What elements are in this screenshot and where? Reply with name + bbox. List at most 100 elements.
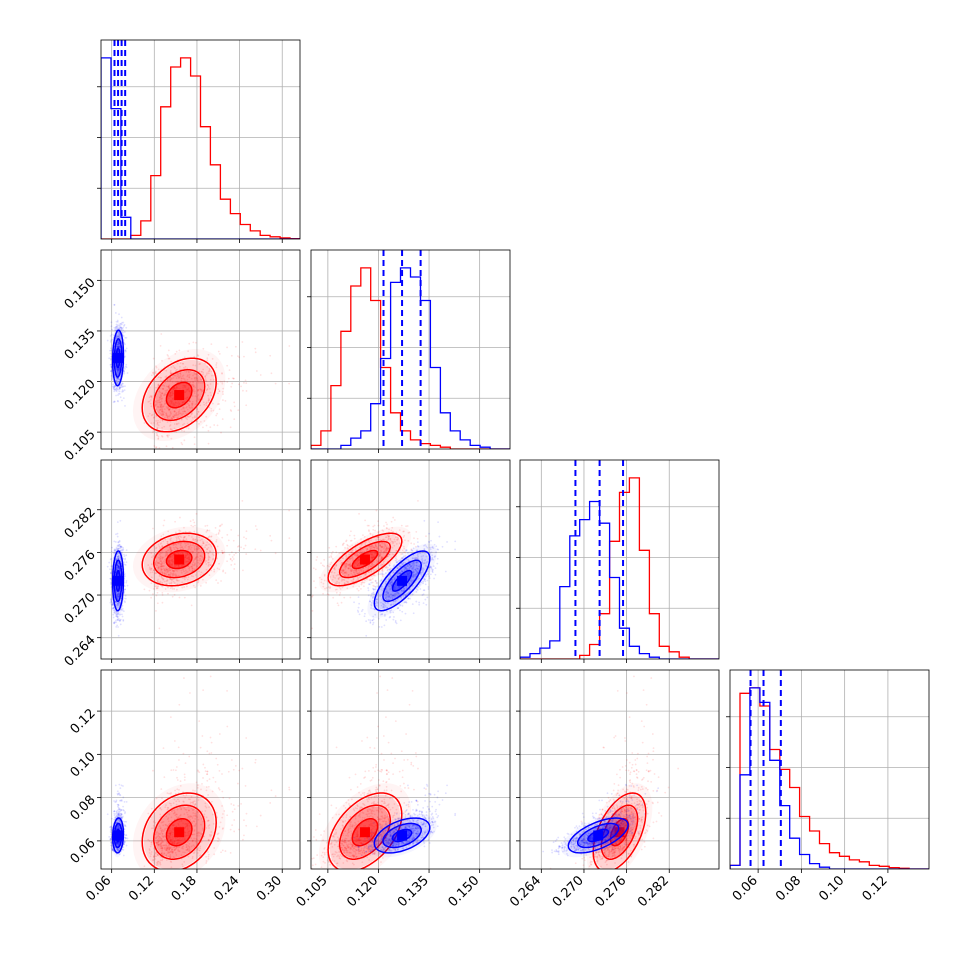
scatter-point — [193, 530, 196, 533]
scatter-point — [193, 384, 196, 387]
scatter-point — [158, 409, 161, 411]
scatter-point — [171, 578, 174, 581]
scatter-point — [156, 602, 159, 605]
scatter-point — [221, 372, 223, 374]
scatter-point — [148, 412, 151, 415]
scatter-point — [215, 364, 218, 366]
scatter-point — [152, 769, 154, 772]
scatter-point — [164, 568, 166, 570]
scatter-point — [195, 373, 198, 375]
scatter-point — [211, 374, 213, 377]
scatter-point — [193, 546, 196, 548]
scatter-point — [188, 404, 191, 406]
scatter-point — [175, 368, 178, 371]
scatter-point — [214, 526, 217, 529]
scatter-point — [209, 563, 212, 566]
scatter-point — [208, 406, 211, 409]
scatter-point — [190, 402, 193, 405]
scatter-point — [395, 558, 398, 561]
scatter-point — [159, 565, 162, 568]
scatter-point — [392, 530, 394, 533]
scatter-point — [165, 569, 168, 571]
scatter-point — [191, 538, 194, 541]
scatter-point — [393, 519, 396, 521]
scatter-point — [156, 564, 159, 567]
scatter-point — [168, 559, 171, 562]
scatter-point — [349, 539, 352, 542]
scatter-point — [407, 531, 410, 534]
scatter-point — [373, 573, 375, 576]
scatter-point — [187, 370, 190, 373]
scatter-point — [652, 758, 654, 761]
scatter-point — [191, 400, 194, 403]
scatter-point — [169, 577, 172, 580]
scatter-point — [176, 570, 179, 572]
scatter-point — [159, 412, 162, 415]
scatter-point — [188, 376, 191, 379]
scatter-point — [190, 377, 193, 380]
scatter-point — [311, 609, 314, 612]
scatter-point — [398, 542, 401, 545]
scatter-point — [403, 551, 406, 554]
scatter-point — [360, 538, 362, 541]
scatter-point — [625, 769, 627, 772]
scatter-point — [226, 689, 228, 692]
scatter-point — [342, 568, 345, 571]
scatter-point — [187, 556, 190, 559]
scatter-point — [386, 773, 388, 775]
scatter-point — [184, 569, 187, 572]
scatter-point — [171, 394, 174, 396]
scatter-point — [202, 401, 205, 404]
scatter-point — [190, 413, 193, 416]
scatter-point — [162, 413, 165, 415]
scatter-point — [159, 571, 162, 573]
scatter-point — [189, 390, 191, 393]
scatter-point — [160, 403, 163, 406]
scatter-point — [349, 562, 352, 565]
scatter-point — [209, 736, 212, 739]
scatter-point — [344, 565, 347, 568]
scatter-point — [208, 556, 211, 559]
scatter-point — [218, 568, 221, 571]
scatter-point — [378, 542, 381, 544]
scatter-point — [357, 562, 360, 565]
scatter-point — [406, 525, 409, 527]
scatter-point — [209, 378, 212, 381]
scatter-point — [171, 587, 174, 590]
scatter-point — [221, 536, 224, 539]
scatter-point — [165, 568, 168, 571]
scatter-point — [331, 550, 334, 553]
scatter-point — [367, 567, 370, 570]
scatter-point — [354, 773, 357, 776]
scatter-point — [385, 545, 387, 548]
scatter-point — [347, 574, 350, 576]
scatter-point — [161, 392, 164, 395]
scatter-point — [233, 401, 236, 404]
scatter-point — [153, 445, 156, 447]
scatter-point — [383, 550, 386, 553]
scatter-point — [380, 545, 383, 548]
scatter-point — [288, 382, 291, 385]
scatter-point — [168, 578, 171, 580]
scatter-point — [425, 788, 427, 790]
scatter-point — [217, 787, 220, 789]
scatter-point — [166, 406, 169, 409]
scatter-point — [169, 563, 172, 566]
scatter-point — [364, 573, 367, 576]
scatter-point — [156, 591, 159, 594]
scatter-point — [163, 417, 166, 420]
scatter-point — [167, 548, 170, 551]
scatter-point — [171, 398, 174, 400]
scatter-point — [165, 573, 168, 576]
scatter-point — [362, 569, 365, 572]
panel-3-3 — [730, 670, 929, 869]
scatter-point — [178, 529, 181, 532]
scatter-point — [371, 562, 374, 565]
scatter-point — [208, 529, 211, 532]
scatter-point — [400, 553, 403, 555]
scatter-point — [320, 562, 322, 565]
scatter-point — [186, 389, 189, 391]
scatter-point — [205, 568, 208, 571]
scatter-point — [351, 548, 354, 551]
scatter-point — [163, 425, 166, 428]
